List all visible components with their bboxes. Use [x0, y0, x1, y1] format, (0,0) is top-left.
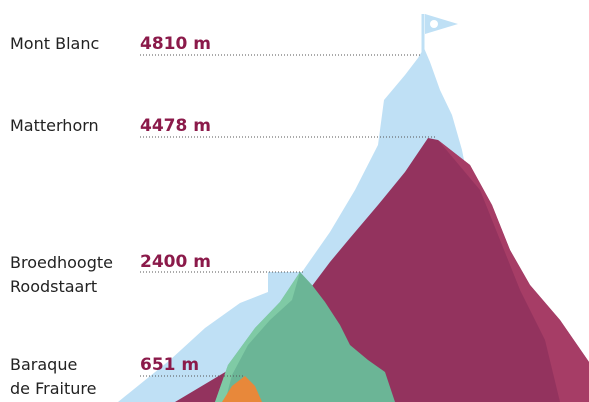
- peak-name: Matterhorn: [10, 114, 99, 138]
- peak-name: Broedhoogte Roodstaart: [10, 251, 113, 299]
- peak-height: 651 m: [140, 354, 199, 376]
- infographic: Mont Blanc 4810 m Matterhorn 4478 m Broe…: [0, 0, 589, 402]
- mountains: [0, 0, 589, 402]
- peak-height: 4478 m: [140, 115, 211, 137]
- flag: [425, 14, 458, 34]
- flag-dot: [430, 20, 438, 28]
- peak-name: Mont Blanc: [10, 32, 99, 56]
- peak-height: 2400 m: [140, 251, 211, 273]
- peak-name: Baraque de Fraiture: [10, 353, 96, 401]
- peak-height: 4810 m: [140, 33, 211, 55]
